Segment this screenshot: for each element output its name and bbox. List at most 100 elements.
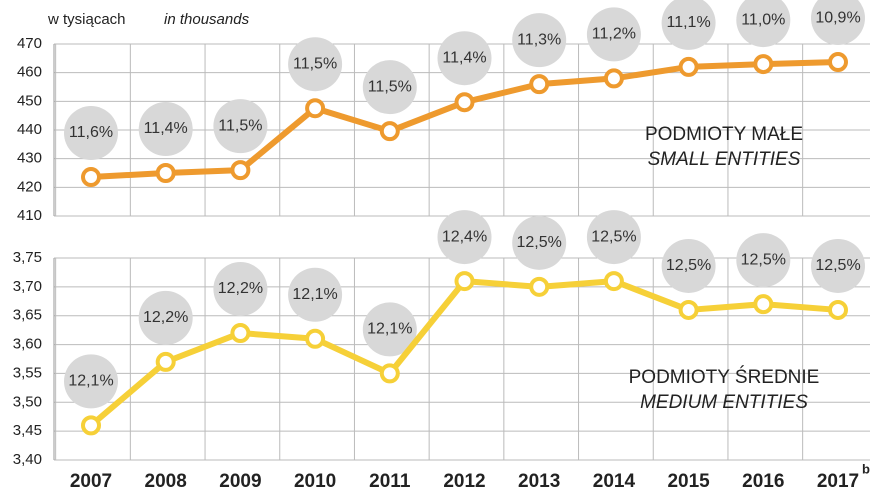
label-bubble (64, 354, 118, 409)
label-bubble (586, 7, 641, 62)
point-label: 12,5% (666, 257, 711, 274)
y-tick-label: 3,55 (13, 364, 42, 381)
point-label: 12,2% (143, 309, 188, 326)
label-bubble (138, 102, 193, 156)
unit-label-en: in thousands (164, 11, 250, 28)
x-tick-label: 2007 (70, 471, 112, 492)
y-tick-label: 3,40 (13, 451, 42, 468)
point-label: 12,2% (218, 280, 263, 297)
point-label: 11,0% (741, 11, 785, 28)
label-bubble (213, 99, 268, 154)
point-marker (529, 276, 550, 297)
point-marker (454, 92, 475, 113)
point-marker (753, 54, 774, 75)
label-bubble (288, 267, 343, 322)
y-tick-label: 430 (17, 150, 42, 167)
x-tick-label: 2011 (369, 471, 411, 492)
series-name-en: MEDIUM ENTITIES (640, 392, 808, 413)
point-marker (305, 328, 326, 349)
label-bubble (288, 37, 343, 92)
y-tick-label: 410 (17, 207, 42, 224)
point-label: 11,2% (592, 26, 636, 43)
point-label: 12,5% (815, 257, 860, 274)
point-label: 11,5% (368, 78, 412, 95)
point-marker (678, 56, 699, 77)
y-tick-label: 3,75 (13, 249, 42, 266)
point-label: 12,1% (68, 373, 113, 390)
point-marker (603, 68, 624, 89)
label-bubble (437, 210, 492, 265)
series-name: PODMIOTY MAŁE (645, 124, 803, 145)
y-tick-label: 3,65 (13, 307, 42, 324)
point-marker (81, 167, 101, 188)
y-tick-label: 3,45 (13, 422, 42, 439)
point-label: 11,4% (442, 49, 486, 66)
series-name-en: SMALL ENTITIES (648, 149, 801, 170)
series-name: PODMIOTY ŚREDNIE (629, 366, 820, 388)
point-marker (379, 363, 400, 384)
label-bubble (512, 13, 567, 68)
point-marker (155, 163, 176, 183)
point-marker (155, 351, 176, 372)
y-tick-label: 460 (17, 64, 42, 81)
point-marker (230, 323, 251, 344)
y-tick-label: 420 (17, 178, 42, 195)
label-bubble (586, 210, 641, 265)
label-bubble (736, 233, 791, 288)
y-tick-label: 470 (17, 35, 42, 52)
point-marker (678, 299, 699, 320)
point-marker (603, 271, 624, 292)
point-label: 11,3% (517, 31, 561, 48)
label-bubble (661, 238, 716, 293)
y-tick-label: 3,60 (13, 336, 42, 353)
point-label: 10,9% (815, 9, 860, 26)
label-bubble (138, 290, 193, 345)
point-marker (529, 74, 550, 95)
point-label: 11,1% (667, 14, 711, 31)
x-tick-label: 2016 (742, 471, 784, 492)
point-label: 11,5% (218, 117, 262, 134)
label-bubble (811, 0, 865, 46)
label-bubble (661, 0, 716, 50)
point-label: 12,5% (517, 234, 562, 251)
label-bubble (512, 215, 567, 270)
y-tick-label: 3,70 (13, 278, 42, 295)
point-marker (753, 294, 774, 315)
point-marker (828, 299, 848, 320)
label-bubble (736, 0, 791, 48)
point-marker (81, 415, 101, 436)
y-tick-label: 3,50 (13, 393, 42, 410)
y-tick-label: 450 (17, 92, 42, 109)
point-label: 11,5% (293, 55, 337, 72)
point-marker (305, 98, 326, 119)
x-tick-label: 2008 (145, 471, 187, 492)
x-tick-label: 2012 (443, 471, 485, 492)
point-label: 12,1% (367, 321, 412, 338)
label-bubble (437, 31, 492, 86)
x-tick-label: 2017 (817, 471, 859, 492)
y-tick-label: 440 (17, 121, 42, 138)
point-marker (454, 271, 475, 292)
point-marker (230, 160, 251, 181)
point-label: 12,5% (741, 251, 786, 268)
label-bubble (362, 302, 417, 357)
x-tick-label: 2015 (667, 471, 710, 492)
point-marker (828, 52, 848, 73)
x-tick-label: 2009 (219, 471, 261, 492)
category-note: b (862, 461, 870, 476)
label-bubble (811, 238, 865, 293)
point-label: 11,4% (144, 120, 188, 137)
point-label: 11,6% (69, 124, 113, 141)
label-bubble (64, 106, 118, 161)
point-marker (379, 121, 400, 142)
point-label: 12,1% (292, 286, 337, 303)
x-tick-label: 2010 (294, 471, 336, 492)
x-tick-label: 2013 (518, 471, 560, 492)
label-bubble (213, 262, 268, 317)
point-label: 12,4% (442, 228, 487, 245)
label-bubble (362, 60, 417, 115)
unit-label: w tysiącach (47, 11, 126, 28)
x-tick-label: 2014 (593, 471, 636, 492)
point-label: 12,5% (591, 228, 636, 245)
